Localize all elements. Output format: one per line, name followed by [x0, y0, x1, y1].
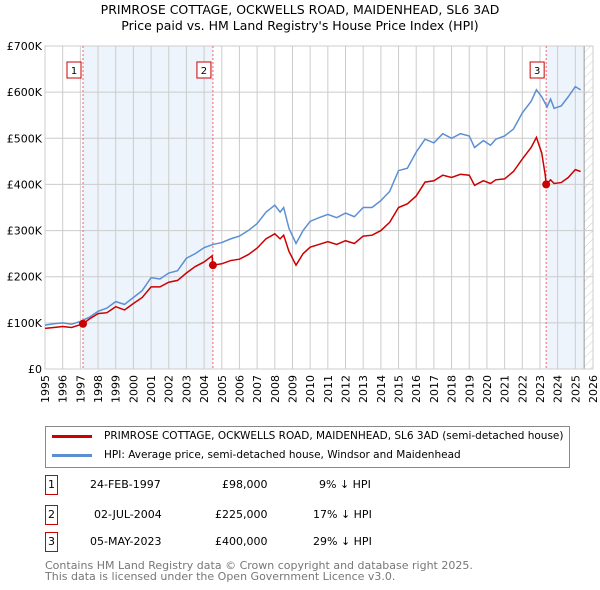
subtitle-line: Price paid vs. HM Land Registry's House …: [121, 18, 479, 33]
sale-point: [542, 180, 551, 189]
sale-hpi: 29% ↓ HPI: [313, 535, 372, 548]
footer: Contains HM Land Registry data © Crown c…: [45, 560, 473, 582]
x-tick-label: 2008: [269, 375, 282, 403]
sale-hpi: 17% ↓ HPI: [313, 508, 372, 521]
footer-line2: This data is licensed under the Open Gov…: [45, 570, 396, 583]
x-tick-label: 2006: [233, 375, 246, 403]
forecast-hatch: [584, 46, 593, 369]
title-line: PRIMROSE COTTAGE, OCKWELLS ROAD, MAIDENH…: [100, 2, 500, 17]
y-tick-label: £300K: [7, 225, 43, 238]
sale-marker: 3: [45, 532, 58, 552]
x-tick-label: 2015: [393, 375, 406, 403]
x-tick-label: 2021: [499, 375, 512, 403]
x-tick-label: 2010: [304, 375, 317, 403]
x-tick-label: 1997: [74, 375, 87, 403]
price-line: [44, 135, 581, 330]
y-tick-label: £400K: [7, 178, 43, 191]
x-tick-label: 1999: [110, 375, 123, 403]
x-tick-label: 1995: [39, 375, 52, 403]
legend-hpi: HPI: Average price, semi-detached house,…: [104, 449, 461, 461]
shaded-range: [83, 46, 213, 369]
x-tick-label: 2002: [163, 375, 176, 403]
x-tick-label: 2014: [375, 375, 388, 403]
y-tick-label: £700K: [7, 40, 43, 53]
legend-red-line: [52, 434, 92, 438]
sale-date: 02-JUL-2004: [94, 508, 162, 521]
sale-box-label: 3: [534, 66, 540, 77]
plot-frame: [44, 45, 594, 370]
footer-line1: Contains HM Land Registry data © Crown c…: [45, 559, 473, 572]
sale-point: [79, 319, 88, 328]
shaded-range: [546, 46, 585, 369]
x-tick-label: 2009: [286, 375, 299, 403]
sale-price: £400,000: [215, 535, 268, 548]
sale-box-label: 2: [201, 66, 207, 77]
sale-hpi: 9% ↓ HPI: [319, 478, 371, 491]
x-tick-label: 1998: [92, 375, 105, 403]
hpi-line: [44, 85, 582, 326]
x-tick-label: 2003: [180, 375, 193, 403]
sale-box: [66, 61, 82, 79]
x-tick-label: 2007: [251, 375, 264, 403]
y-tick-label: £200K: [7, 271, 43, 284]
sale-date: 24-FEB-1997: [90, 478, 161, 491]
sale-box: [196, 61, 212, 79]
x-tick-label: 2024: [552, 375, 565, 403]
x-tick-label: 2012: [340, 375, 353, 403]
legend-property: PRIMROSE COTTAGE, OCKWELLS ROAD, MAIDENH…: [104, 430, 564, 442]
y-tick-label: £600K: [7, 86, 43, 99]
x-tick-label: 2011: [322, 375, 335, 403]
x-tick-label: 2016: [410, 375, 423, 403]
sale-marker: 2: [45, 505, 58, 525]
x-tick-label: 2022: [516, 375, 529, 403]
x-tick-label: 1996: [57, 375, 70, 403]
y-tick-label: £500K: [7, 132, 43, 145]
x-tick-label: 2019: [463, 375, 476, 403]
y-tick-label: £100K: [7, 317, 43, 330]
x-tick-label: 2004: [198, 375, 211, 403]
x-tick-label: 2025: [569, 375, 582, 403]
chart-title: PRIMROSE COTTAGE, OCKWELLS ROAD, MAIDENH…: [0, 2, 600, 34]
sale-price: £98,000: [222, 478, 268, 491]
y-tick-label: £0: [28, 363, 42, 376]
sale-marker: 1: [45, 475, 58, 495]
sale-date: 05-MAY-2023: [90, 535, 162, 548]
sale-box-label: 1: [71, 66, 77, 77]
legend-blue-line: [52, 453, 92, 457]
x-tick-label: 2013: [357, 375, 370, 403]
sale-box: [529, 61, 545, 79]
x-tick-label: 2017: [428, 375, 441, 403]
x-tick-label: 2005: [216, 375, 229, 403]
sale-row: 2 02-JUL-2004 £225,000 17% ↓ HPI: [45, 505, 565, 525]
x-tick-label: 2026: [587, 375, 600, 403]
x-tick-label: 2018: [446, 375, 459, 403]
sale-row: 3 05-MAY-2023 £400,000 29% ↓ HPI: [45, 532, 565, 552]
sale-point: [208, 261, 217, 270]
x-tick-label: 2001: [145, 375, 158, 403]
x-tick-label: 2020: [481, 375, 494, 403]
sale-price: £225,000: [215, 508, 268, 521]
price-chart: 1995 1996 1997 1998 1999 2000 2001 2002 2003 2004…: [7, 40, 600, 403]
x-tick-label: 2023: [534, 375, 547, 403]
sale-row: 1 24-FEB-1997 £98,000 9% ↓ HPI: [45, 475, 565, 495]
x-tick-label: 2000: [127, 375, 140, 403]
legend: PRIMROSE COTTAGE, OCKWELLS ROAD, MAIDENH…: [45, 426, 570, 468]
